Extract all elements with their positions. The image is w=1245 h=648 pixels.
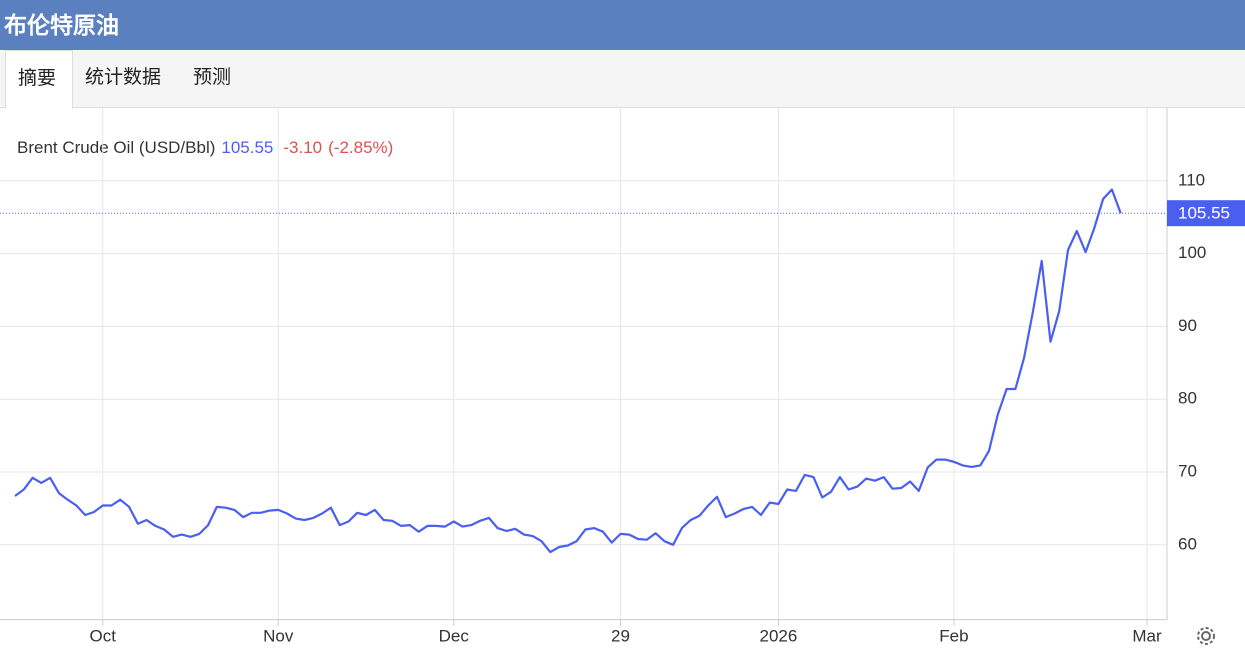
x-tick-label: Mar [1132,626,1162,645]
settings-icon[interactable] [1197,627,1215,645]
grid [0,108,1167,620]
y-tick-label: 100 [1178,243,1206,262]
x-tick-label: Feb [939,626,968,645]
legend-last-value: 105.55 [221,138,273,157]
x-tick-label: Nov [263,626,294,645]
legend-change-percent: (-2.85%) [328,138,393,157]
tab-bar: 摘要 统计数据 预测 [0,50,1245,109]
last-value-label: 105.55 [1178,204,1230,223]
legend-name: Brent Crude Oil (USD/Bbl) [17,138,215,157]
page-title: 布伦特原油 [0,0,1245,50]
x-tick-label: 2026 [760,626,798,645]
last-value-tag [1167,200,1245,227]
x-tick-label: Oct [90,626,117,645]
tab[interactable]: 统计数据 [85,67,162,88]
x-tick-label: Dec [439,626,470,645]
line [14,188,1122,554]
legend-change: -3.10 [283,138,322,157]
legend: Brent Crude Oil (USD/Bbl) 105.55 -3.10 (-2.… [17,138,393,157]
y-tick-label: 60 [1178,534,1197,553]
x-tick-label: 29 [611,626,630,645]
y-tick-label: 90 [1178,316,1197,335]
y-tick-label: 70 [1178,461,1197,480]
y-tick-label: 110 [1178,170,1205,189]
y-tick-label: 80 [1178,389,1197,408]
tab[interactable]: 摘要 [5,50,73,109]
tab[interactable]: 预测 [193,67,232,88]
